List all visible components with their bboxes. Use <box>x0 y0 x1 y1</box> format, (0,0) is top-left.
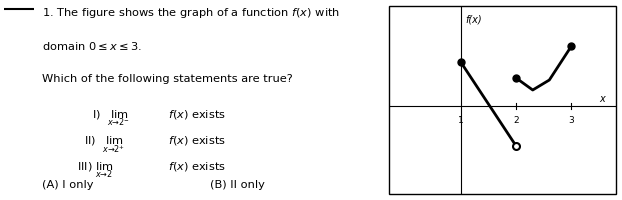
Text: (B) II only: (B) II only <box>210 180 265 190</box>
Text: $f(x)$ exists: $f(x)$ exists <box>169 160 226 173</box>
Text: 1: 1 <box>458 116 463 125</box>
Text: 3: 3 <box>569 116 574 125</box>
Text: $f(x)$ exists: $f(x)$ exists <box>169 134 226 147</box>
Text: III) $\lim_{x\to 2}$: III) $\lim_{x\to 2}$ <box>77 160 113 180</box>
Text: Which of the following statements are true?: Which of the following statements are tr… <box>42 74 293 84</box>
Text: II)  $\lim_{x\to 2^+}$: II) $\lim_{x\to 2^+}$ <box>84 134 125 155</box>
Text: 2: 2 <box>513 116 519 125</box>
Text: I)  $\lim_{x\to 2^-}$: I) $\lim_{x\to 2^-}$ <box>92 108 129 128</box>
Text: (A) I only: (A) I only <box>42 180 93 190</box>
Text: $f(x)$ exists: $f(x)$ exists <box>169 108 226 121</box>
Text: x: x <box>599 94 605 104</box>
Text: f(x): f(x) <box>465 14 482 24</box>
Text: 1. The figure shows the graph of a function $f(x)$ with: 1. The figure shows the graph of a funct… <box>42 6 340 20</box>
Text: domain $0 \leq x \leq 3$.: domain $0 \leq x \leq 3$. <box>42 40 142 52</box>
